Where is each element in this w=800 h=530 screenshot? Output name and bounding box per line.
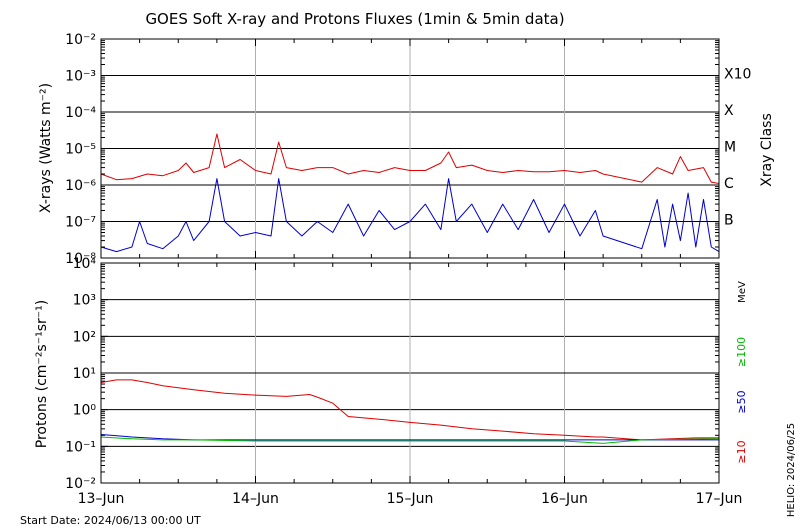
helio-credit: HELIO: 2024/06/25 [786,423,797,517]
x-tick-label-2: 15–Jun [387,491,434,507]
chart-title: GOES Soft X-ray and Protons Fluxes (1min… [145,10,564,28]
xray-series-line-0 [100,133,720,184]
xray-class-label-2: M [724,140,736,156]
proton-y-tick-label-1: 10³ [73,293,96,309]
proton-y-tick-label-3: 10¹ [73,366,96,382]
proton-panel: 10⁴ 10³ 10² 10¹ 10⁰ 10⁻¹ 10⁻² Protons (cm⁻²s⁻¹… [34,256,748,492]
xray-y-tick-label-4: 10⁻⁶ [65,178,96,194]
xray-y-tick-label-5: 10⁻⁷ [65,215,96,231]
xray-y-tick-label-2: 10⁻⁴ [65,105,96,121]
start-date-label: Start Date: 2024/06/13 00:00 UT [20,514,201,527]
x-axis-ticks: 13–Jun 14–Jun 15–Jun 16–Jun 17–Jun [78,39,743,507]
xray-series [100,133,720,253]
proton-legend: MeV ≥100 ≥50 ≥10 [735,281,748,464]
x-tick-label-0: 13–Jun [78,491,125,507]
proton-y-tick-label-0: 10⁴ [73,256,97,272]
xray-y-tick-label-1: 10⁻³ [65,69,96,85]
xray-class-labels: X10 X M C B [724,67,751,229]
xray-y-ticks: 10⁻² 10⁻³ 10⁻⁴ 10⁻⁵ 10⁻⁶ 10⁻⁷ 10⁻⁸ [65,32,719,267]
xray-class-label-1: X [724,103,734,119]
proton-y-axis-label: Protons (cm⁻²s⁻¹sr⁻¹) [34,300,50,449]
proton-y-tick-label-6: 10⁻² [65,476,96,492]
proton-y-ticks: 10⁴ 10³ 10² 10¹ 10⁰ 10⁻¹ 10⁻² [65,256,719,492]
x-tick-label-1: 14–Jun [232,491,279,507]
xray-y-tick-label-0: 10⁻² [65,32,96,48]
xray-class-label-3: C [724,176,734,192]
proton-series [100,379,720,444]
proton-legend-entry-1: ≥50 [735,390,748,413]
proton-y-tick-label-4: 10⁰ [73,403,97,419]
xray-y-axis-label: X-rays (Watts m⁻²) [38,83,54,213]
xray-y-tick-label-3: 10⁻⁵ [65,142,96,158]
proton-series-line-2 [100,436,720,444]
xray-y-tick-label-6: 10⁻⁸ [65,251,96,267]
proton-legend-entry-0: ≥100 [735,337,748,367]
xray-grid [101,39,719,258]
proton-legend-entry-2: ≥10 [735,440,748,463]
x-tick-label-3: 16–Jun [541,491,588,507]
xray-panel: 10⁻² 10⁻³ 10⁻⁴ 10⁻⁵ 10⁻⁶ 10⁻⁷ 10⁻⁸ X10 X M C B X-r… [38,32,775,267]
proton-legend-unit: MeV [737,281,748,303]
proton-series-line-0 [100,379,719,441]
proton-y-tick-label-5: 10⁻¹ [65,439,96,455]
proton-series-line-1 [100,434,719,441]
proton-grid [101,263,719,483]
xray-class-axis-label: Xray Class [759,113,775,187]
x-tick-label-4: 17–Jun [696,491,743,507]
xray-series-line-1 [100,178,720,253]
xray-class-label-4: B [724,213,734,229]
xray-class-label-0: X10 [724,67,751,83]
proton-y-tick-label-2: 10² [73,329,96,345]
